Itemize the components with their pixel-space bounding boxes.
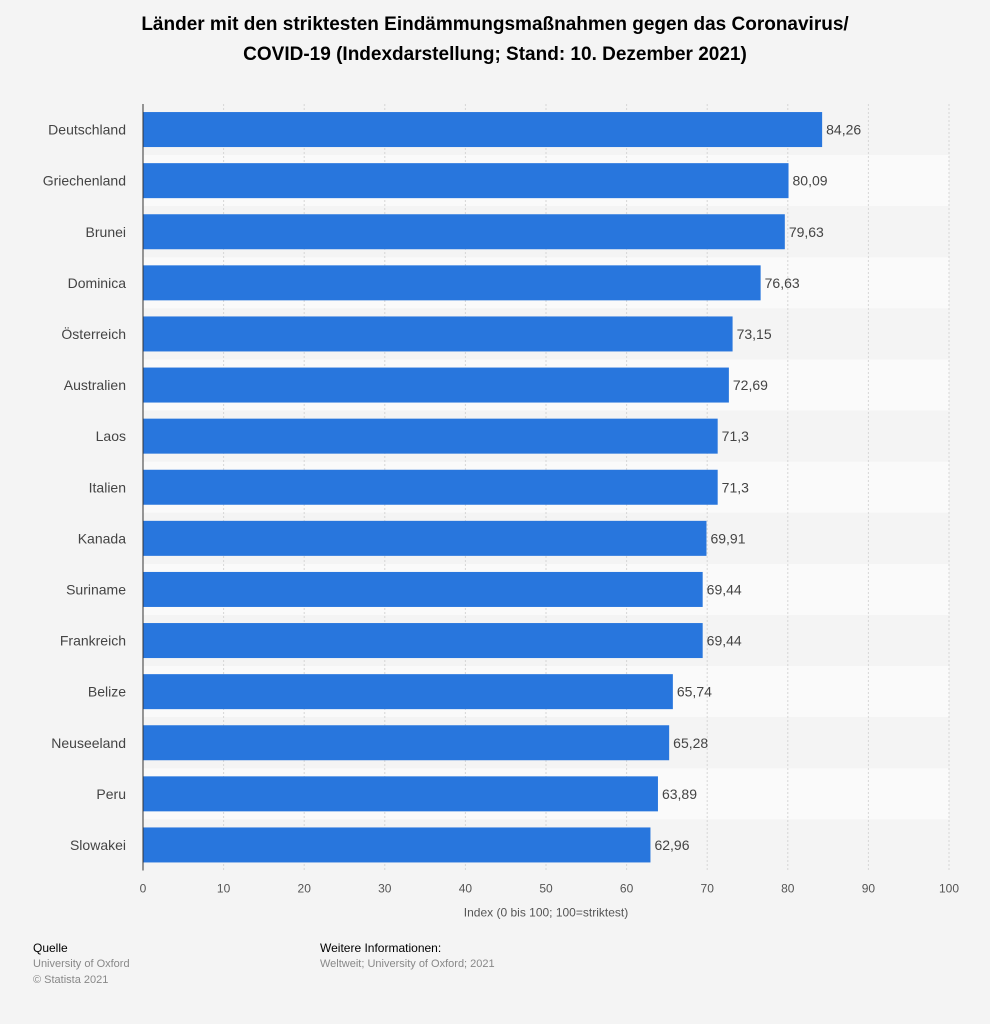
category-label: Frankreich xyxy=(60,633,126,649)
bar-kanada xyxy=(143,520,707,556)
value-label: 62,96 xyxy=(654,837,689,853)
category-label: Belize xyxy=(88,684,126,700)
category-label: Laos xyxy=(96,428,126,444)
bar-chart: Deutschland 84,26 Griechenland 80,09 Brunei 7… xyxy=(43,104,959,920)
bar-slowakei xyxy=(143,827,651,863)
x-tick-label: 10 xyxy=(217,882,231,896)
bar-österreich xyxy=(143,316,733,352)
bar-australien xyxy=(143,367,729,403)
x-tick-label: 20 xyxy=(298,882,312,896)
source-heading: Quelle xyxy=(33,941,68,955)
source-block: Quelle University of Oxford © Statista 2… xyxy=(33,940,130,988)
source-line-2: © Statista 2021 xyxy=(33,974,109,986)
value-label: 69,91 xyxy=(710,530,745,546)
x-tick-label: 40 xyxy=(459,882,473,896)
bar-peru xyxy=(143,776,658,812)
value-label: 69,44 xyxy=(707,581,742,597)
value-label: 76,63 xyxy=(765,275,800,291)
value-label: 69,44 xyxy=(707,633,742,649)
value-label: 71,3 xyxy=(722,479,749,495)
value-label: 65,74 xyxy=(677,684,712,700)
bar-laos xyxy=(143,418,718,454)
value-label: 80,09 xyxy=(793,173,828,189)
bar-brunei xyxy=(143,214,785,250)
category-label: Österreich xyxy=(61,325,126,342)
category-label: Dominica xyxy=(68,275,127,291)
value-label: 63,89 xyxy=(662,786,697,802)
info-line-1: Weltweit; University of Oxford; 2021 xyxy=(320,958,495,970)
chart-title-line-1: Länder mit den striktesten Eindämmungsma… xyxy=(141,14,849,35)
info-block: Weitere Informationen: Weltweit; Univers… xyxy=(320,940,495,972)
value-label: 84,26 xyxy=(826,122,861,138)
category-label: Brunei xyxy=(86,224,126,240)
x-tick-label: 100 xyxy=(939,882,959,896)
category-label: Suriname xyxy=(66,581,126,597)
bar-belize xyxy=(143,674,673,710)
x-axis-label: Index (0 bis 100; 100=striktest) xyxy=(464,906,628,920)
value-label: 65,28 xyxy=(673,735,708,751)
x-tick-label: 30 xyxy=(378,882,392,896)
bar-deutschland xyxy=(143,112,823,148)
value-label: 73,15 xyxy=(737,326,772,342)
x-tick-label: 90 xyxy=(862,882,876,896)
info-heading: Weitere Informationen: xyxy=(320,941,442,955)
category-label: Deutschland xyxy=(48,122,126,138)
x-tick-label: 70 xyxy=(701,882,715,896)
category-label: Australien xyxy=(64,377,126,393)
bar-griechenland xyxy=(143,163,789,199)
category-label: Slowakei xyxy=(70,837,126,853)
category-label: Italien xyxy=(89,479,126,495)
value-label: 72,69 xyxy=(733,377,768,393)
bar-neuseeland xyxy=(143,725,670,761)
source-line-1: University of Oxford xyxy=(33,958,130,970)
category-label: Griechenland xyxy=(43,173,126,189)
bar-dominica xyxy=(143,265,761,301)
chart-title-line-2: COVID-19 (Indexdarstellung; Stand: 10. D… xyxy=(243,44,747,65)
category-label: Peru xyxy=(96,786,126,802)
category-label: Neuseeland xyxy=(51,735,126,751)
category-label: Kanada xyxy=(78,530,126,546)
bar-suriname xyxy=(143,571,703,607)
chart-title: Länder mit den striktesten Eindämmungsma… xyxy=(40,10,950,70)
value-label: 71,3 xyxy=(722,428,749,444)
bar-italien xyxy=(143,469,718,505)
x-tick-label: 80 xyxy=(781,882,795,896)
value-label: 79,63 xyxy=(789,224,824,240)
x-tick-label: 60 xyxy=(620,882,634,896)
x-tick-label: 0 xyxy=(140,882,147,896)
bar-frankreich xyxy=(143,623,703,659)
x-tick-label: 50 xyxy=(539,882,553,896)
